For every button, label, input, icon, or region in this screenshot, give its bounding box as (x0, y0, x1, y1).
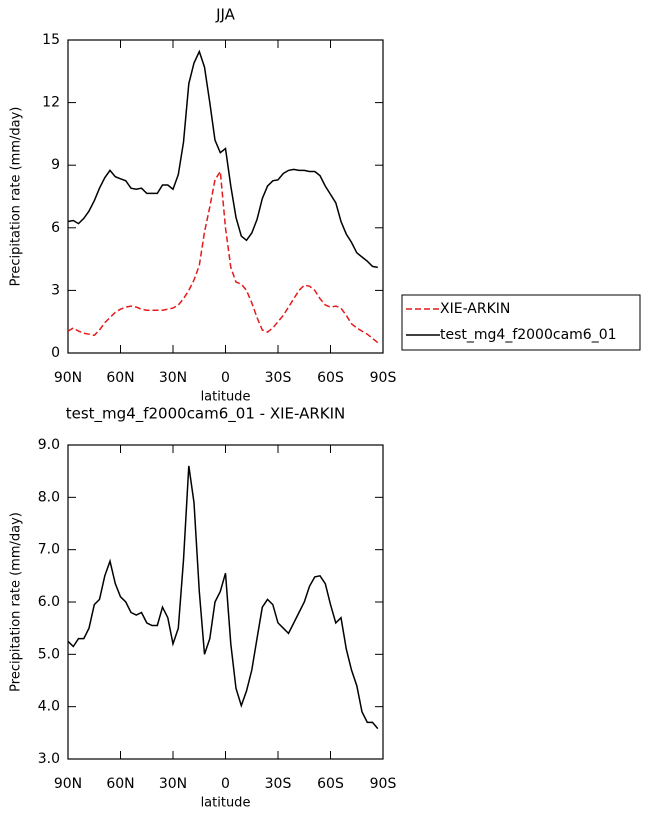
plot-frame (67, 444, 384, 760)
x-tick-label: 30N (159, 776, 187, 792)
x-axis-label: latitude (201, 390, 251, 405)
x-tick-label: 90N (54, 370, 82, 386)
x-tick-label: 0 (221, 776, 230, 792)
x-tick-label: 90S (370, 370, 397, 386)
y-tick-label: 6.0 (38, 594, 60, 610)
legend-label: test_mg4_f2000cam6_01 (440, 327, 617, 343)
chart-title: JJA (215, 6, 236, 24)
y-tick-label: 9.0 (38, 437, 60, 453)
y-tick-label: 5.0 (38, 646, 60, 662)
x-tick-label: 60N (106, 776, 134, 792)
legend-box (401, 294, 641, 351)
series-line (67, 465, 379, 730)
x-tick-label: 30S (265, 776, 292, 792)
y-tick-label: 4.0 (38, 699, 60, 715)
plot-frame (67, 39, 384, 354)
x-tick-label: 0 (221, 370, 230, 386)
x-tick-label: 30N (159, 370, 187, 386)
y-tick-label: 3 (51, 282, 60, 298)
y-tick-label: 0 (51, 345, 60, 361)
x-tick-label: 90N (54, 776, 82, 792)
legend-label: XIE-ARKIN (440, 301, 510, 317)
y-tick-label: 9 (51, 157, 60, 173)
y-axis-label: Precipitation rate (mm/day) (9, 512, 24, 692)
series-line (67, 49, 378, 269)
y-tick-label: 3.0 (38, 751, 60, 767)
x-tick-label: 30S (265, 370, 292, 386)
y-tick-label: 8.0 (38, 489, 60, 505)
y-tick-label: 15 (42, 32, 60, 48)
y-tick-label: 7.0 (38, 542, 60, 558)
series-line (67, 169, 379, 344)
x-tick-label: 90S (370, 776, 397, 792)
y-axis-label: Precipitation rate (mm/day) (9, 107, 24, 287)
chart-title: test_mg4_f2000cam6_01 - XIE-ARKIN (66, 405, 346, 424)
x-tick-label: 60S (317, 776, 344, 792)
x-tick-label: 60S (317, 370, 344, 386)
x-axis-label: latitude (201, 796, 251, 811)
y-tick-label: 12 (42, 95, 60, 111)
x-tick-label: 60N (106, 370, 134, 386)
y-tick-label: 6 (51, 220, 60, 236)
